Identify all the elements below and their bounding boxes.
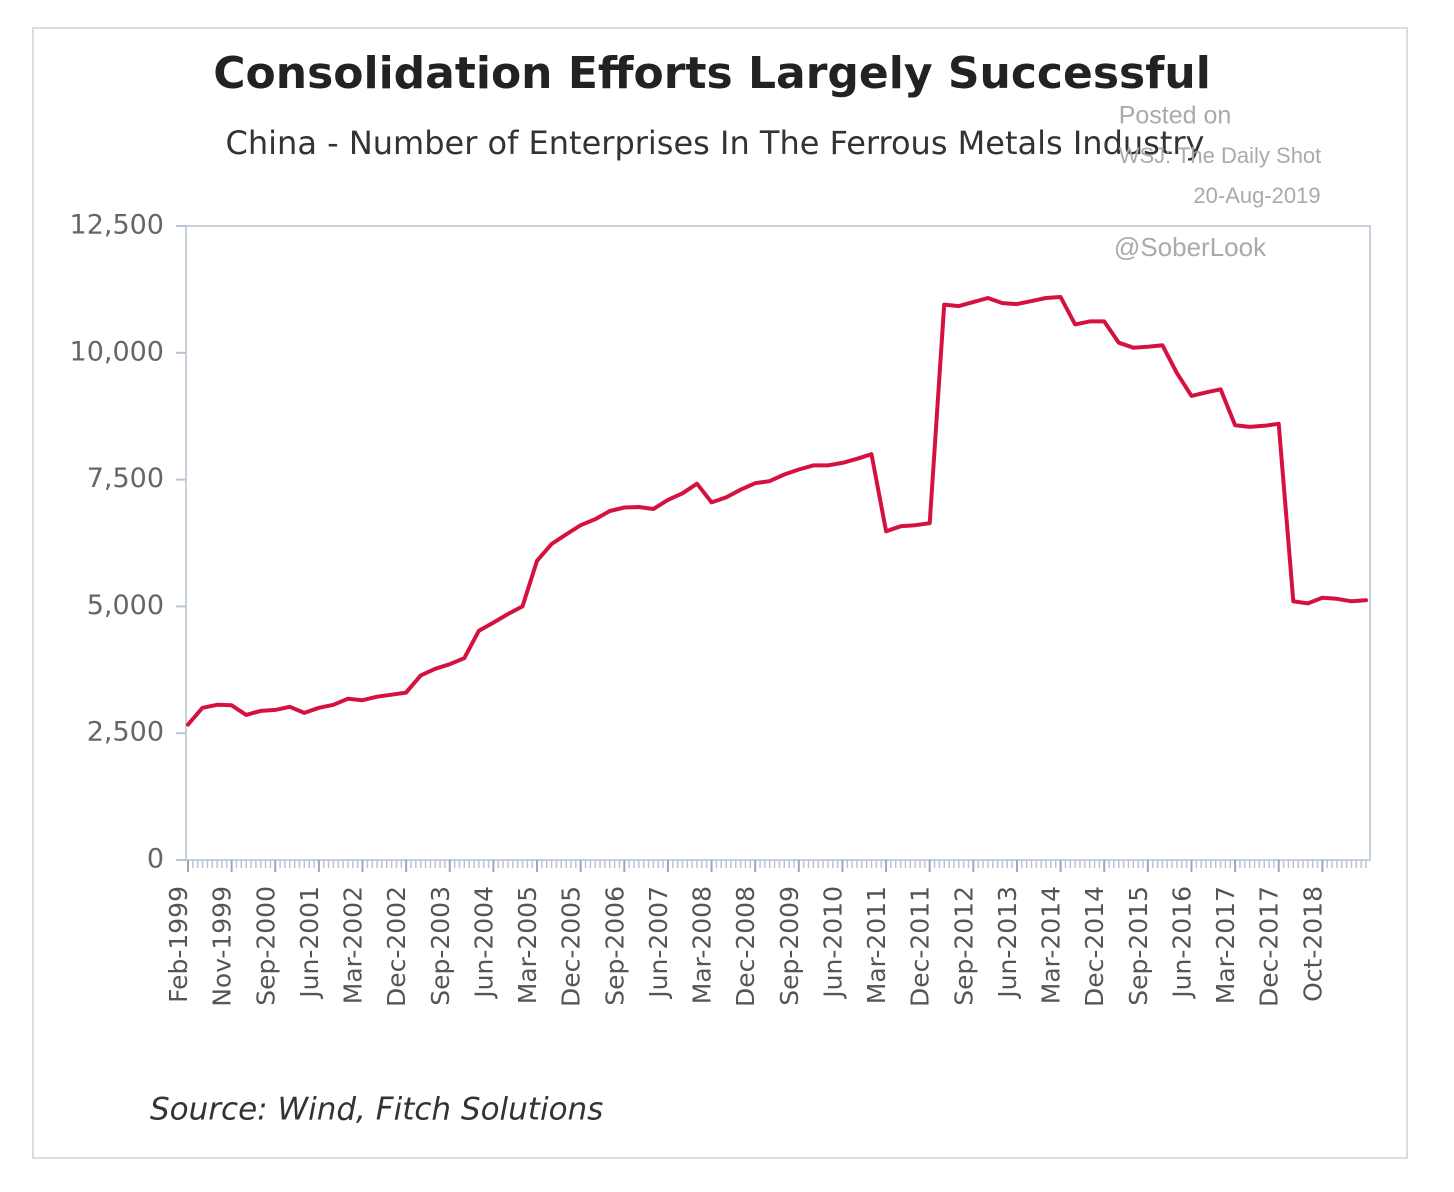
y-tick-label: 2,500 — [87, 717, 164, 748]
watermark: @SoberLook — [1114, 232, 1267, 262]
x-tick-label: Sep-2015 — [1124, 886, 1153, 1006]
x-tick-label: Mar-2005 — [513, 886, 542, 1004]
x-tick-label: Dec-2008 — [731, 886, 760, 1007]
x-tick-label: Jun-2013 — [993, 886, 1022, 1000]
x-tick-label: Dec-2017 — [1255, 886, 1284, 1007]
x-tick-label: Dec-2002 — [382, 886, 411, 1007]
x-tick-label: Dec-2005 — [557, 886, 586, 1007]
x-tick-label: Mar-2008 — [688, 886, 717, 1004]
y-tick-label: 7,500 — [87, 463, 164, 494]
x-tick-label: Nov-1999 — [208, 886, 237, 1007]
x-tick-label: Mar-2002 — [339, 886, 368, 1004]
x-tick-label: Oct-2018 — [1298, 886, 1327, 1002]
x-tick-label: Mar-2014 — [1037, 886, 1066, 1004]
x-tick-label: Jun-2010 — [818, 886, 847, 1000]
data-line — [186, 295, 1368, 727]
x-tick-label: Jun-2016 — [1167, 886, 1196, 1000]
source-note: Source: Wind, Fitch Solutions — [150, 1092, 603, 1128]
watermark: Posted on — [1119, 102, 1232, 130]
card — [32, 27, 1408, 1159]
chart-subtitle: China - Number of Enterprises In The Fer… — [226, 124, 1205, 162]
y-tick-label: 0 — [147, 844, 164, 875]
x-tick-label: Dec-2011 — [906, 886, 935, 1007]
x-tick-label: Jun-2004 — [469, 886, 498, 1000]
x-tick-label: Jun-2007 — [644, 886, 673, 1000]
x-tick-label: Dec-2014 — [1080, 886, 1109, 1007]
x-tick-label: Mar-2017 — [1211, 886, 1240, 1004]
x-tick-label: Sep-2000 — [251, 886, 280, 1006]
y-tick-label: 12,500 — [70, 210, 164, 241]
plot-frame — [185, 225, 1371, 861]
chart-title: Consolidation Efforts Largely Successful — [213, 48, 1211, 99]
watermark: 20-Aug-2019 — [1193, 183, 1320, 208]
x-tick-label: Jun-2001 — [295, 886, 324, 1000]
y-tick-label: 5,000 — [87, 590, 164, 621]
x-tick-label: Sep-2012 — [949, 886, 978, 1006]
x-tick-label: Sep-2006 — [600, 886, 629, 1006]
x-tick-label: Feb-1999 — [164, 886, 193, 1003]
x-tick-label: Sep-2009 — [775, 886, 804, 1006]
watermark: WSJ: The Daily Shot — [1119, 143, 1322, 168]
y-tick-label: 10,000 — [70, 336, 164, 367]
x-tick-label: Sep-2003 — [426, 886, 455, 1006]
x-tick-label: Mar-2011 — [862, 886, 891, 1004]
